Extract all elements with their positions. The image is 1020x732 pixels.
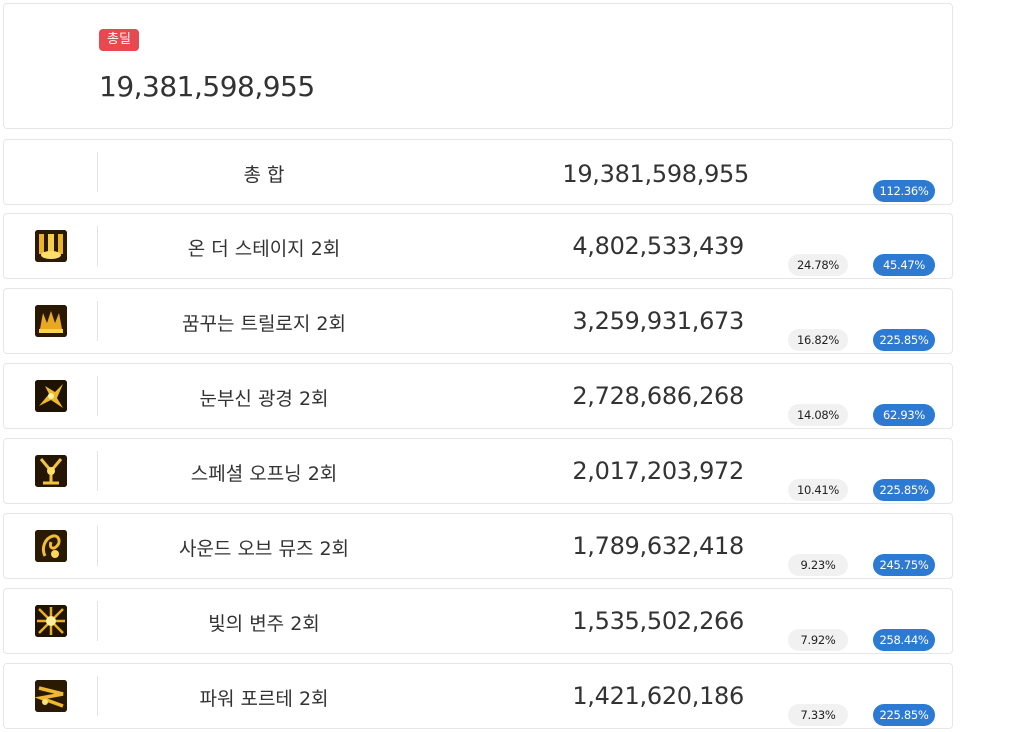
skill-ratio: 225.85% <box>873 329 935 351</box>
row-divider <box>97 676 98 716</box>
skill-name: 꿈꾸는 트릴로지 2회 <box>181 313 346 335</box>
skill-ratio: 245.75% <box>873 554 935 576</box>
skill-row: 스페셜 오프닝 2회 2,017,203,972 10.41% 225.85% <box>3 438 953 504</box>
total-damage-value: 19,381,598,955 <box>99 70 315 103</box>
dazzling-scene-icon <box>35 380 67 412</box>
skill-row: 꿈꾸는 트릴로지 2회 3,259,931,673 16.82% 225.85% <box>3 288 953 354</box>
total-row-damage: 19,381,598,955 <box>562 160 749 188</box>
skill-ratio: 225.85% <box>873 704 935 726</box>
on-the-stage-icon <box>35 230 67 262</box>
skill-row: 사운드 오브 뮤즈 2회 1,789,632,418 9.23% 245.75% <box>3 513 953 579</box>
sound-of-muse-icon <box>35 530 67 562</box>
skill-name: 눈부신 광경 2회 <box>199 388 329 410</box>
row-divider <box>97 601 98 641</box>
skill-share: 24.78% <box>788 254 848 276</box>
skill-ratio: 45.47% <box>873 254 935 276</box>
skill-damage: 1,535,502,266 <box>572 607 744 635</box>
skill-damage: 4,802,533,439 <box>572 232 744 260</box>
skill-share: 16.82% <box>788 329 848 351</box>
skill-name: 빛의 변주 2회 <box>208 613 320 635</box>
dreamy-trill-icon <box>35 305 67 337</box>
total-damage-badge: 총딜 <box>99 29 139 51</box>
total-damage-summary: 총딜 19,381,598,955 <box>3 3 953 129</box>
row-divider <box>97 526 98 566</box>
skill-damage: 3,259,931,673 <box>572 307 744 335</box>
skill-share: 9.23% <box>788 554 848 576</box>
skill-damage: 2,017,203,972 <box>572 457 744 485</box>
skill-ratio: 62.93% <box>873 404 935 426</box>
row-divider <box>97 152 98 192</box>
skill-share: 14.08% <box>788 404 848 426</box>
row-divider <box>97 301 98 341</box>
power-forte-icon <box>35 680 67 712</box>
special-opening-icon <box>35 455 67 487</box>
skill-name: 사운드 오브 뮤즈 2회 <box>178 538 350 560</box>
skill-row: 빛의 변주 2회 1,535,502,266 7.92% 258.44% <box>3 588 953 654</box>
skill-damage: 1,789,632,418 <box>572 532 744 560</box>
skill-row: 파워 포르테 2회 1,421,620,186 7.33% 225.85% <box>3 663 953 729</box>
skill-share: 10.41% <box>788 479 848 501</box>
skill-damage: 1,421,620,186 <box>572 682 744 710</box>
variation-of-light-icon <box>35 605 67 637</box>
skill-damage: 2,728,686,268 <box>572 382 744 410</box>
skill-name: 스페셜 오프닝 2회 <box>190 463 338 485</box>
skill-row: 눈부신 광경 2회 2,728,686,268 14.08% 62.93% <box>3 363 953 429</box>
total-row-ratio: 112.36% <box>873 180 935 202</box>
row-divider <box>97 226 98 266</box>
skill-row: 온 더 스테이지 2회 4,802,533,439 24.78% 45.47% <box>3 213 953 279</box>
total-row: 총 합 19,381,598,955 112.36% <box>3 139 953 205</box>
total-row-name: 총 합 <box>243 164 285 186</box>
row-divider <box>97 376 98 416</box>
skill-ratio: 225.85% <box>873 479 935 501</box>
row-divider <box>97 451 98 491</box>
skill-name: 온 더 스테이지 2회 <box>187 238 341 260</box>
skill-share: 7.33% <box>788 704 848 726</box>
skill-share: 7.92% <box>788 629 848 651</box>
skill-name: 파워 포르테 2회 <box>199 688 329 710</box>
skill-ratio: 258.44% <box>873 629 935 651</box>
